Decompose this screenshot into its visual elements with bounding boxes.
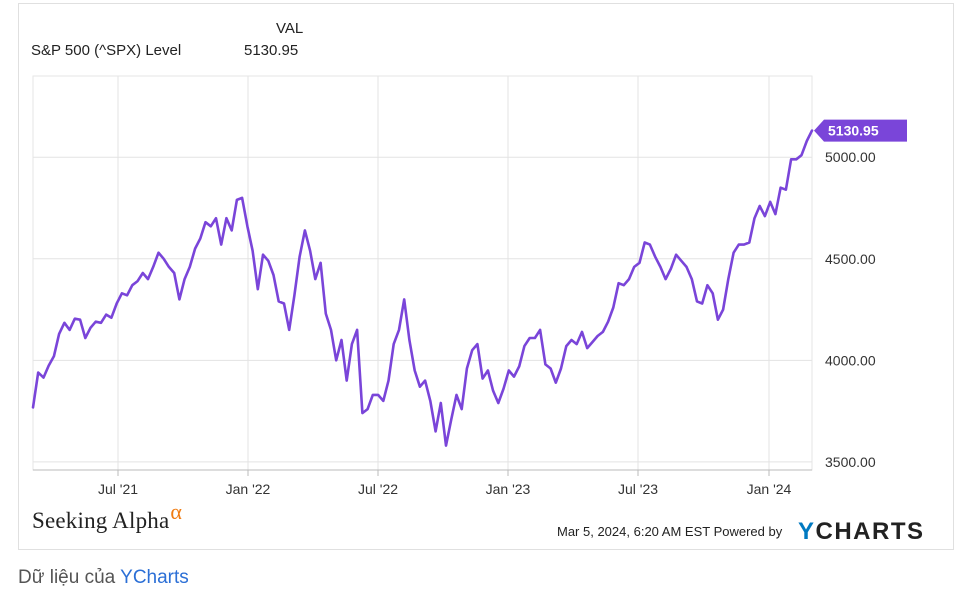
- series-current-value: 5130.95: [244, 42, 299, 59]
- alpha-icon: α: [170, 499, 183, 524]
- series-line-spx: [31, 129, 814, 447]
- x-tick-label: Jan '22: [226, 481, 271, 497]
- y-axis: 3500.00 4000.00 4500.00 5000.00: [825, 149, 876, 470]
- data-source-caption: Dữ liệu của YCharts: [18, 567, 189, 589]
- y-tick-label: 5000.00: [825, 149, 876, 165]
- val-column-header: VAL: [276, 20, 304, 37]
- y-tick-label: 4500.00: [825, 251, 876, 267]
- footer-credit: Mar 5, 2024, 6:20 AM EST Powered by: [557, 524, 782, 539]
- ycharts-logo[interactable]: YCHARTS: [798, 518, 925, 546]
- y-tick-label: 4000.00: [825, 352, 876, 368]
- caption-prefix: Dữ liệu của: [18, 567, 116, 588]
- brand-text: Seeking Alpha: [32, 508, 170, 533]
- x-tick-label: Jul '23: [618, 481, 658, 497]
- badge-value: 5130.95: [828, 123, 879, 139]
- last-value-badge: 5130.95: [814, 119, 907, 142]
- powered-by-text: Powered by: [713, 524, 783, 539]
- x-tick-label: Jan '23: [486, 481, 531, 497]
- ycharts-wordmark: CHARTS: [815, 518, 925, 545]
- ycharts-y-icon: Y: [798, 518, 816, 545]
- timestamp: Mar 5, 2024, 6:20 AM EST: [557, 524, 710, 539]
- x-tick-label: Jul '22: [358, 481, 398, 497]
- seeking-alpha-logo: Seeking Alphaα: [32, 499, 182, 534]
- badge-shape: [814, 119, 907, 142]
- y-tick-label: 3500.00: [825, 454, 876, 470]
- series-label: S&P 500 (^SPX) Level: [31, 42, 182, 59]
- x-tick-label: Jan '24: [747, 481, 792, 497]
- ycharts-link[interactable]: YCharts: [120, 567, 189, 588]
- x-tick-label: Jul '21: [98, 481, 138, 497]
- x-axis: Jul '21 Jan '22 Jul '22 Jan '23 Jul '23 Jan '…: [33, 469, 812, 497]
